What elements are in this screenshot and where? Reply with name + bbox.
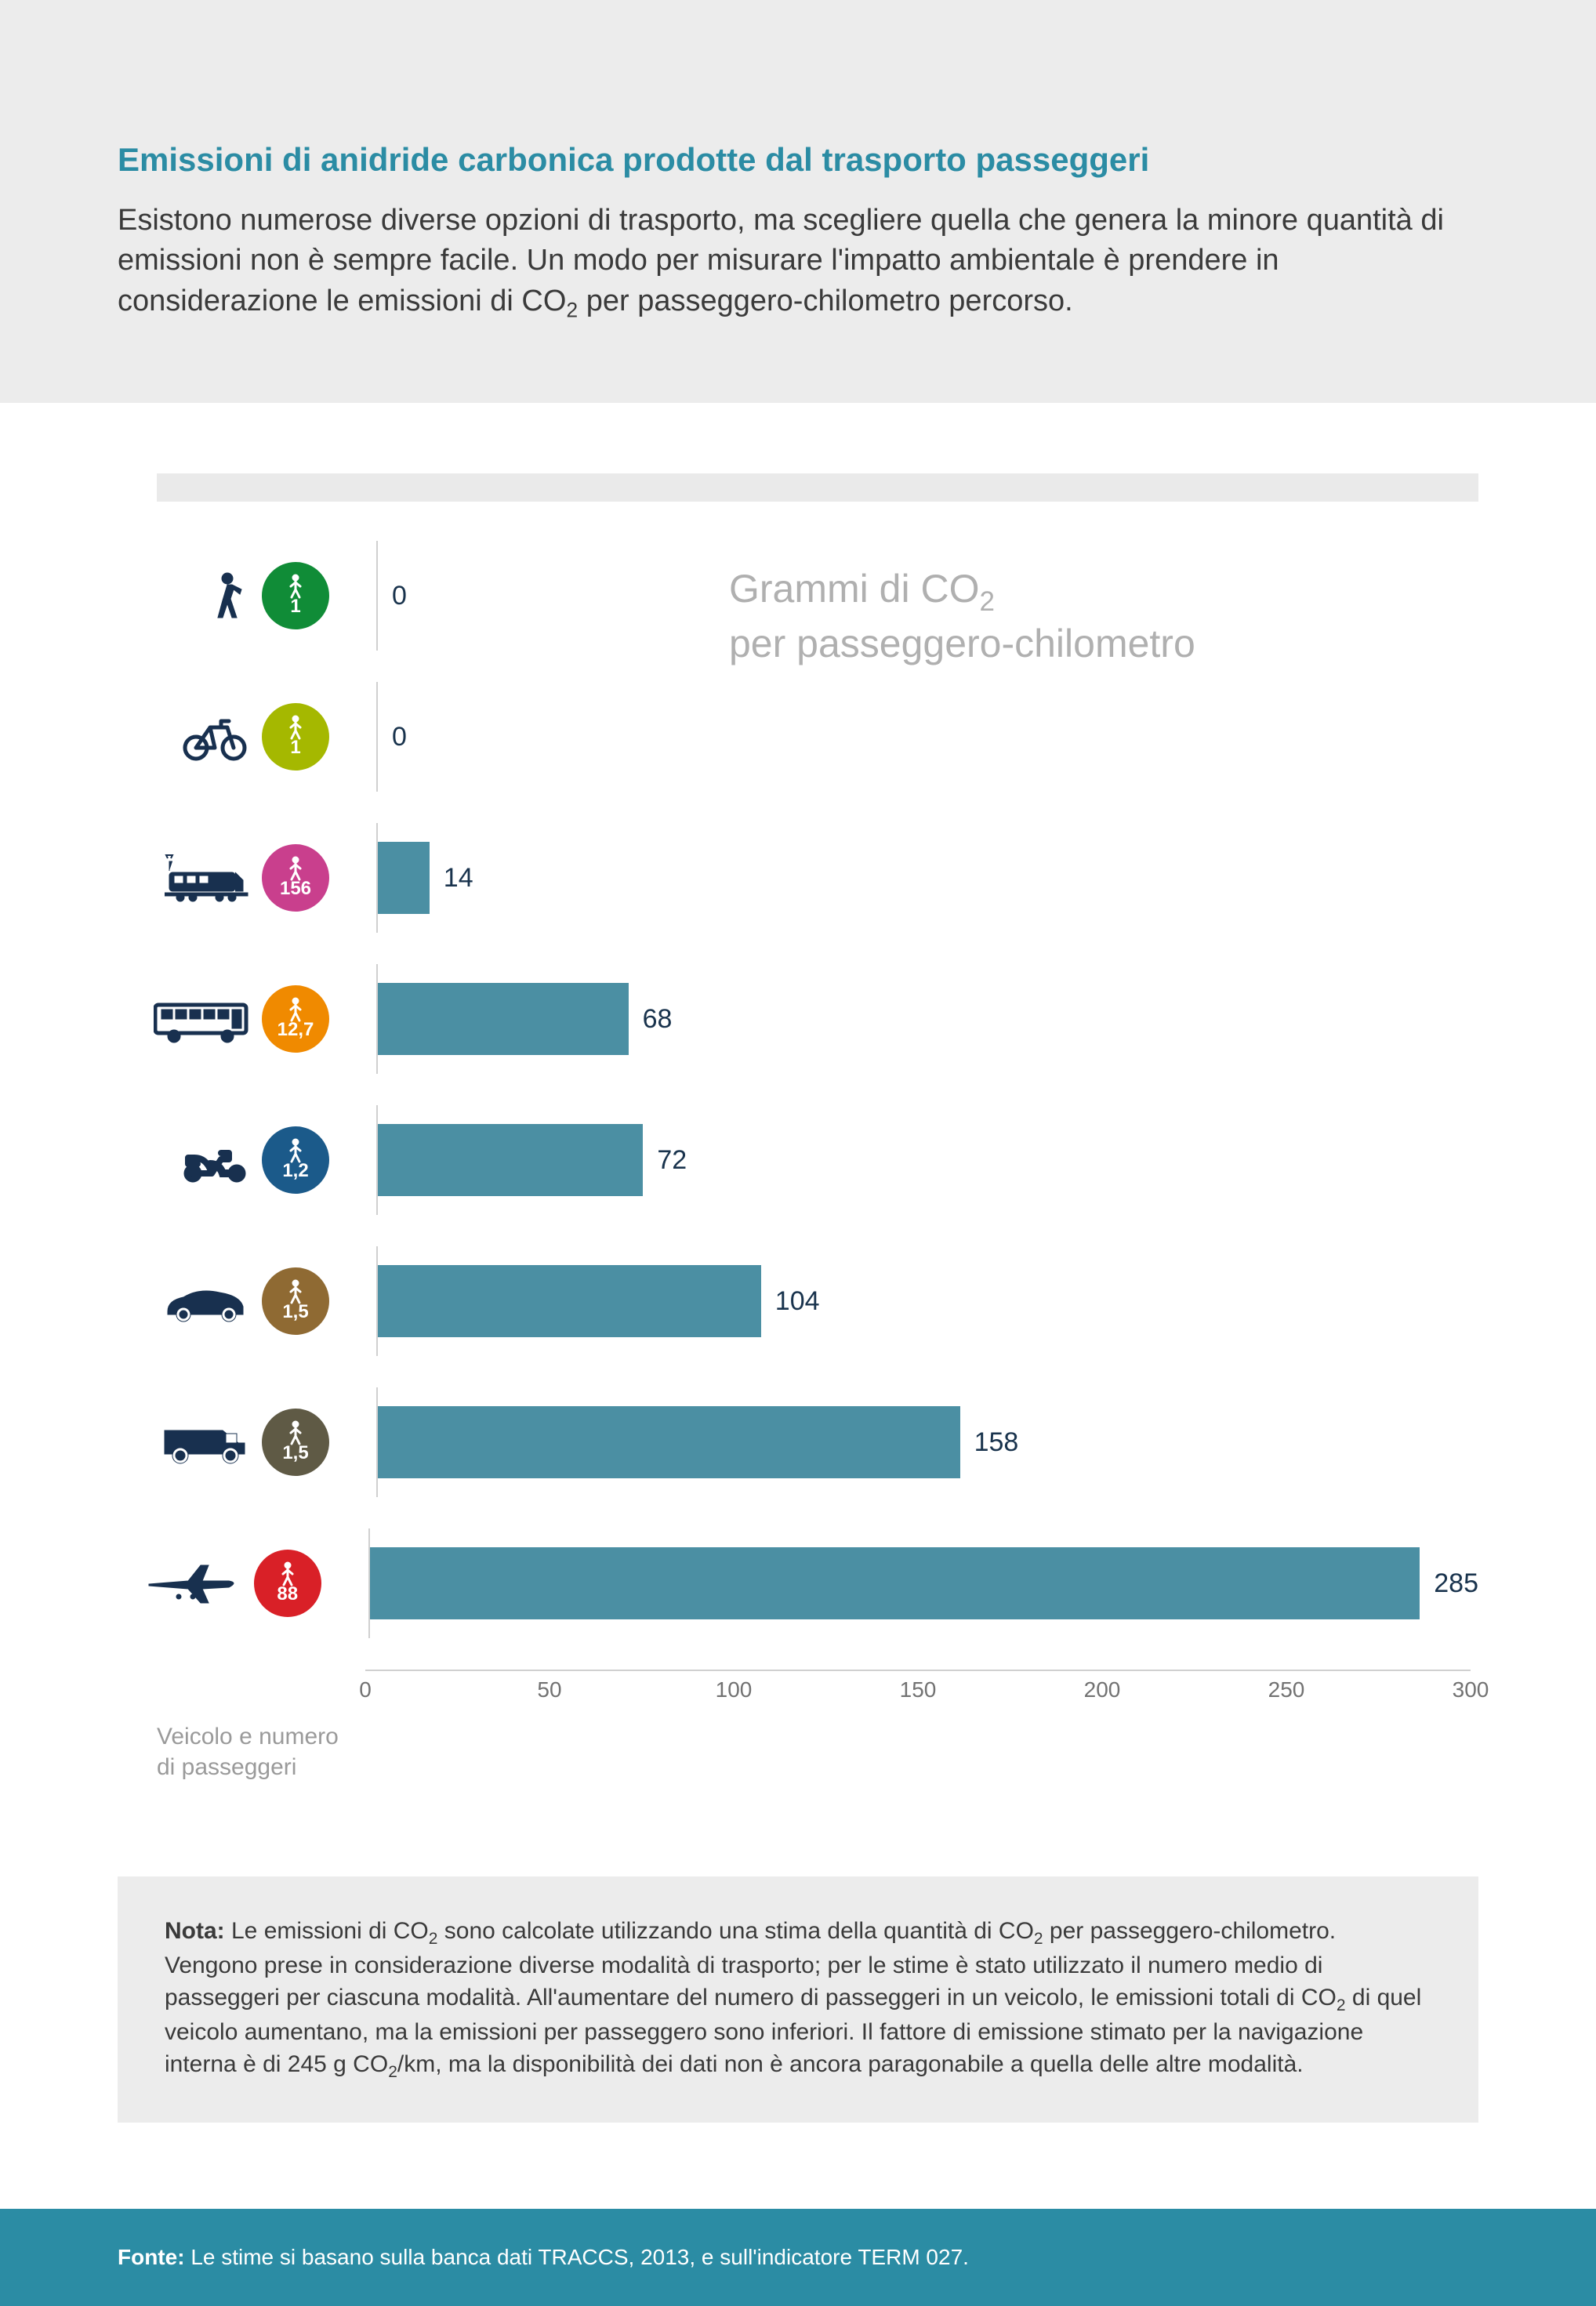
- passenger-badge-bike: 1: [262, 703, 329, 770]
- axis-tick: 250: [1268, 1677, 1305, 1702]
- bar-value: 158: [974, 1427, 1019, 1458]
- bar: [378, 1406, 960, 1478]
- axis-caption: Veicolo e numero di passeggeri: [157, 1721, 1478, 1782]
- bar-track: 0: [376, 682, 1478, 792]
- bar-track: 285: [368, 1528, 1478, 1638]
- chart-row-car: 1,5 104: [118, 1246, 1478, 1356]
- axis-tick: 200: [1084, 1677, 1121, 1702]
- passenger-badge-plane: 88: [254, 1550, 321, 1617]
- chart-row-bike: 10: [118, 682, 1478, 792]
- car-icon: [118, 1278, 251, 1324]
- note-label: Nota:: [165, 1918, 225, 1944]
- page-title: Emissioni di anidride carbonica prodotte…: [118, 141, 1478, 179]
- bar-track: 14: [376, 823, 1478, 933]
- passenger-badge-scooter: 1,2: [262, 1126, 329, 1194]
- bar: [378, 1124, 643, 1196]
- chart-area: Grammi di CO2per passeggero-chilometro 1…: [0, 403, 1596, 1814]
- plane-icon: [118, 1557, 243, 1609]
- passenger-count: 1,5: [282, 1301, 308, 1323]
- bar-track: 104: [376, 1246, 1478, 1356]
- bar-value: 0: [392, 722, 407, 752]
- bar: [378, 842, 430, 914]
- axis-tick: 100: [716, 1677, 753, 1702]
- bar-chart: Grammi di CO2per passeggero-chilometro 1…: [118, 541, 1478, 1638]
- bar-value: 14: [444, 863, 473, 894]
- bar-value: 285: [1434, 1568, 1478, 1599]
- header-panel: Emissioni di anidride carbonica prodotte…: [0, 0, 1596, 403]
- passenger-count: 88: [277, 1583, 298, 1605]
- axis-tick: 300: [1453, 1677, 1489, 1702]
- chart-row-plane: 88 285: [118, 1528, 1478, 1638]
- bar-track: 72: [376, 1105, 1478, 1215]
- bar-value: 72: [657, 1145, 687, 1176]
- source-bar: Fonte: Le stime si basano sulla banca da…: [0, 2209, 1596, 2306]
- bar-value: 0: [392, 581, 407, 611]
- x-axis: 050100150200250300: [365, 1670, 1471, 1709]
- note-panel: Nota: Le emissioni di CO2 sono calcolate…: [118, 1876, 1478, 2123]
- bar-value: 68: [643, 1004, 673, 1035]
- passenger-badge-car: 1,5: [262, 1267, 329, 1335]
- bar-track: 68: [376, 964, 1478, 1074]
- van-icon: [118, 1419, 251, 1465]
- bar: [378, 1265, 761, 1337]
- passenger-count: 156: [280, 878, 311, 900]
- chart-row-bus: 12,7 68: [118, 964, 1478, 1074]
- chart-row-scooter: 1,2 72: [118, 1105, 1478, 1215]
- passenger-count: 12,7: [277, 1019, 314, 1041]
- axis-tick: 50: [537, 1677, 561, 1702]
- chart-top-band: [157, 473, 1478, 502]
- walk-icon: [118, 571, 251, 621]
- axis-tick: 150: [900, 1677, 937, 1702]
- passenger-count: 1: [290, 596, 300, 618]
- passenger-count: 1,2: [282, 1160, 308, 1182]
- bus-icon: [118, 994, 251, 1044]
- bar-track: 158: [376, 1387, 1478, 1497]
- train-icon: [118, 852, 251, 904]
- axis-tick: 0: [359, 1677, 372, 1702]
- bike-icon: [118, 712, 251, 762]
- passenger-badge-van: 1,5: [262, 1409, 329, 1476]
- chart-row-van: 1,5 158: [118, 1387, 1478, 1497]
- passenger-count: 1: [290, 737, 300, 759]
- chart-row-train: 156 14: [118, 823, 1478, 933]
- note-text: Le emissioni di CO2 sono calcolate utili…: [165, 1918, 1421, 2077]
- passenger-count: 1,5: [282, 1442, 308, 1464]
- passenger-badge-train: 156: [262, 844, 329, 912]
- passenger-badge-bus: 12,7: [262, 985, 329, 1053]
- page-subtitle: Esistono numerose diverse opzioni di tra…: [118, 201, 1450, 325]
- bar: [370, 1547, 1420, 1619]
- source-text: Le stime si basano sulla banca dati TRAC…: [190, 2245, 969, 2269]
- passenger-badge-walk: 1: [262, 562, 329, 629]
- scooter-icon: [118, 1136, 251, 1184]
- bar-track: 0: [376, 541, 1478, 651]
- bar-value: 104: [775, 1286, 820, 1317]
- chart-row-walk: 10: [118, 541, 1478, 651]
- bar: [378, 983, 629, 1055]
- source-label: Fonte:: [118, 2245, 185, 2269]
